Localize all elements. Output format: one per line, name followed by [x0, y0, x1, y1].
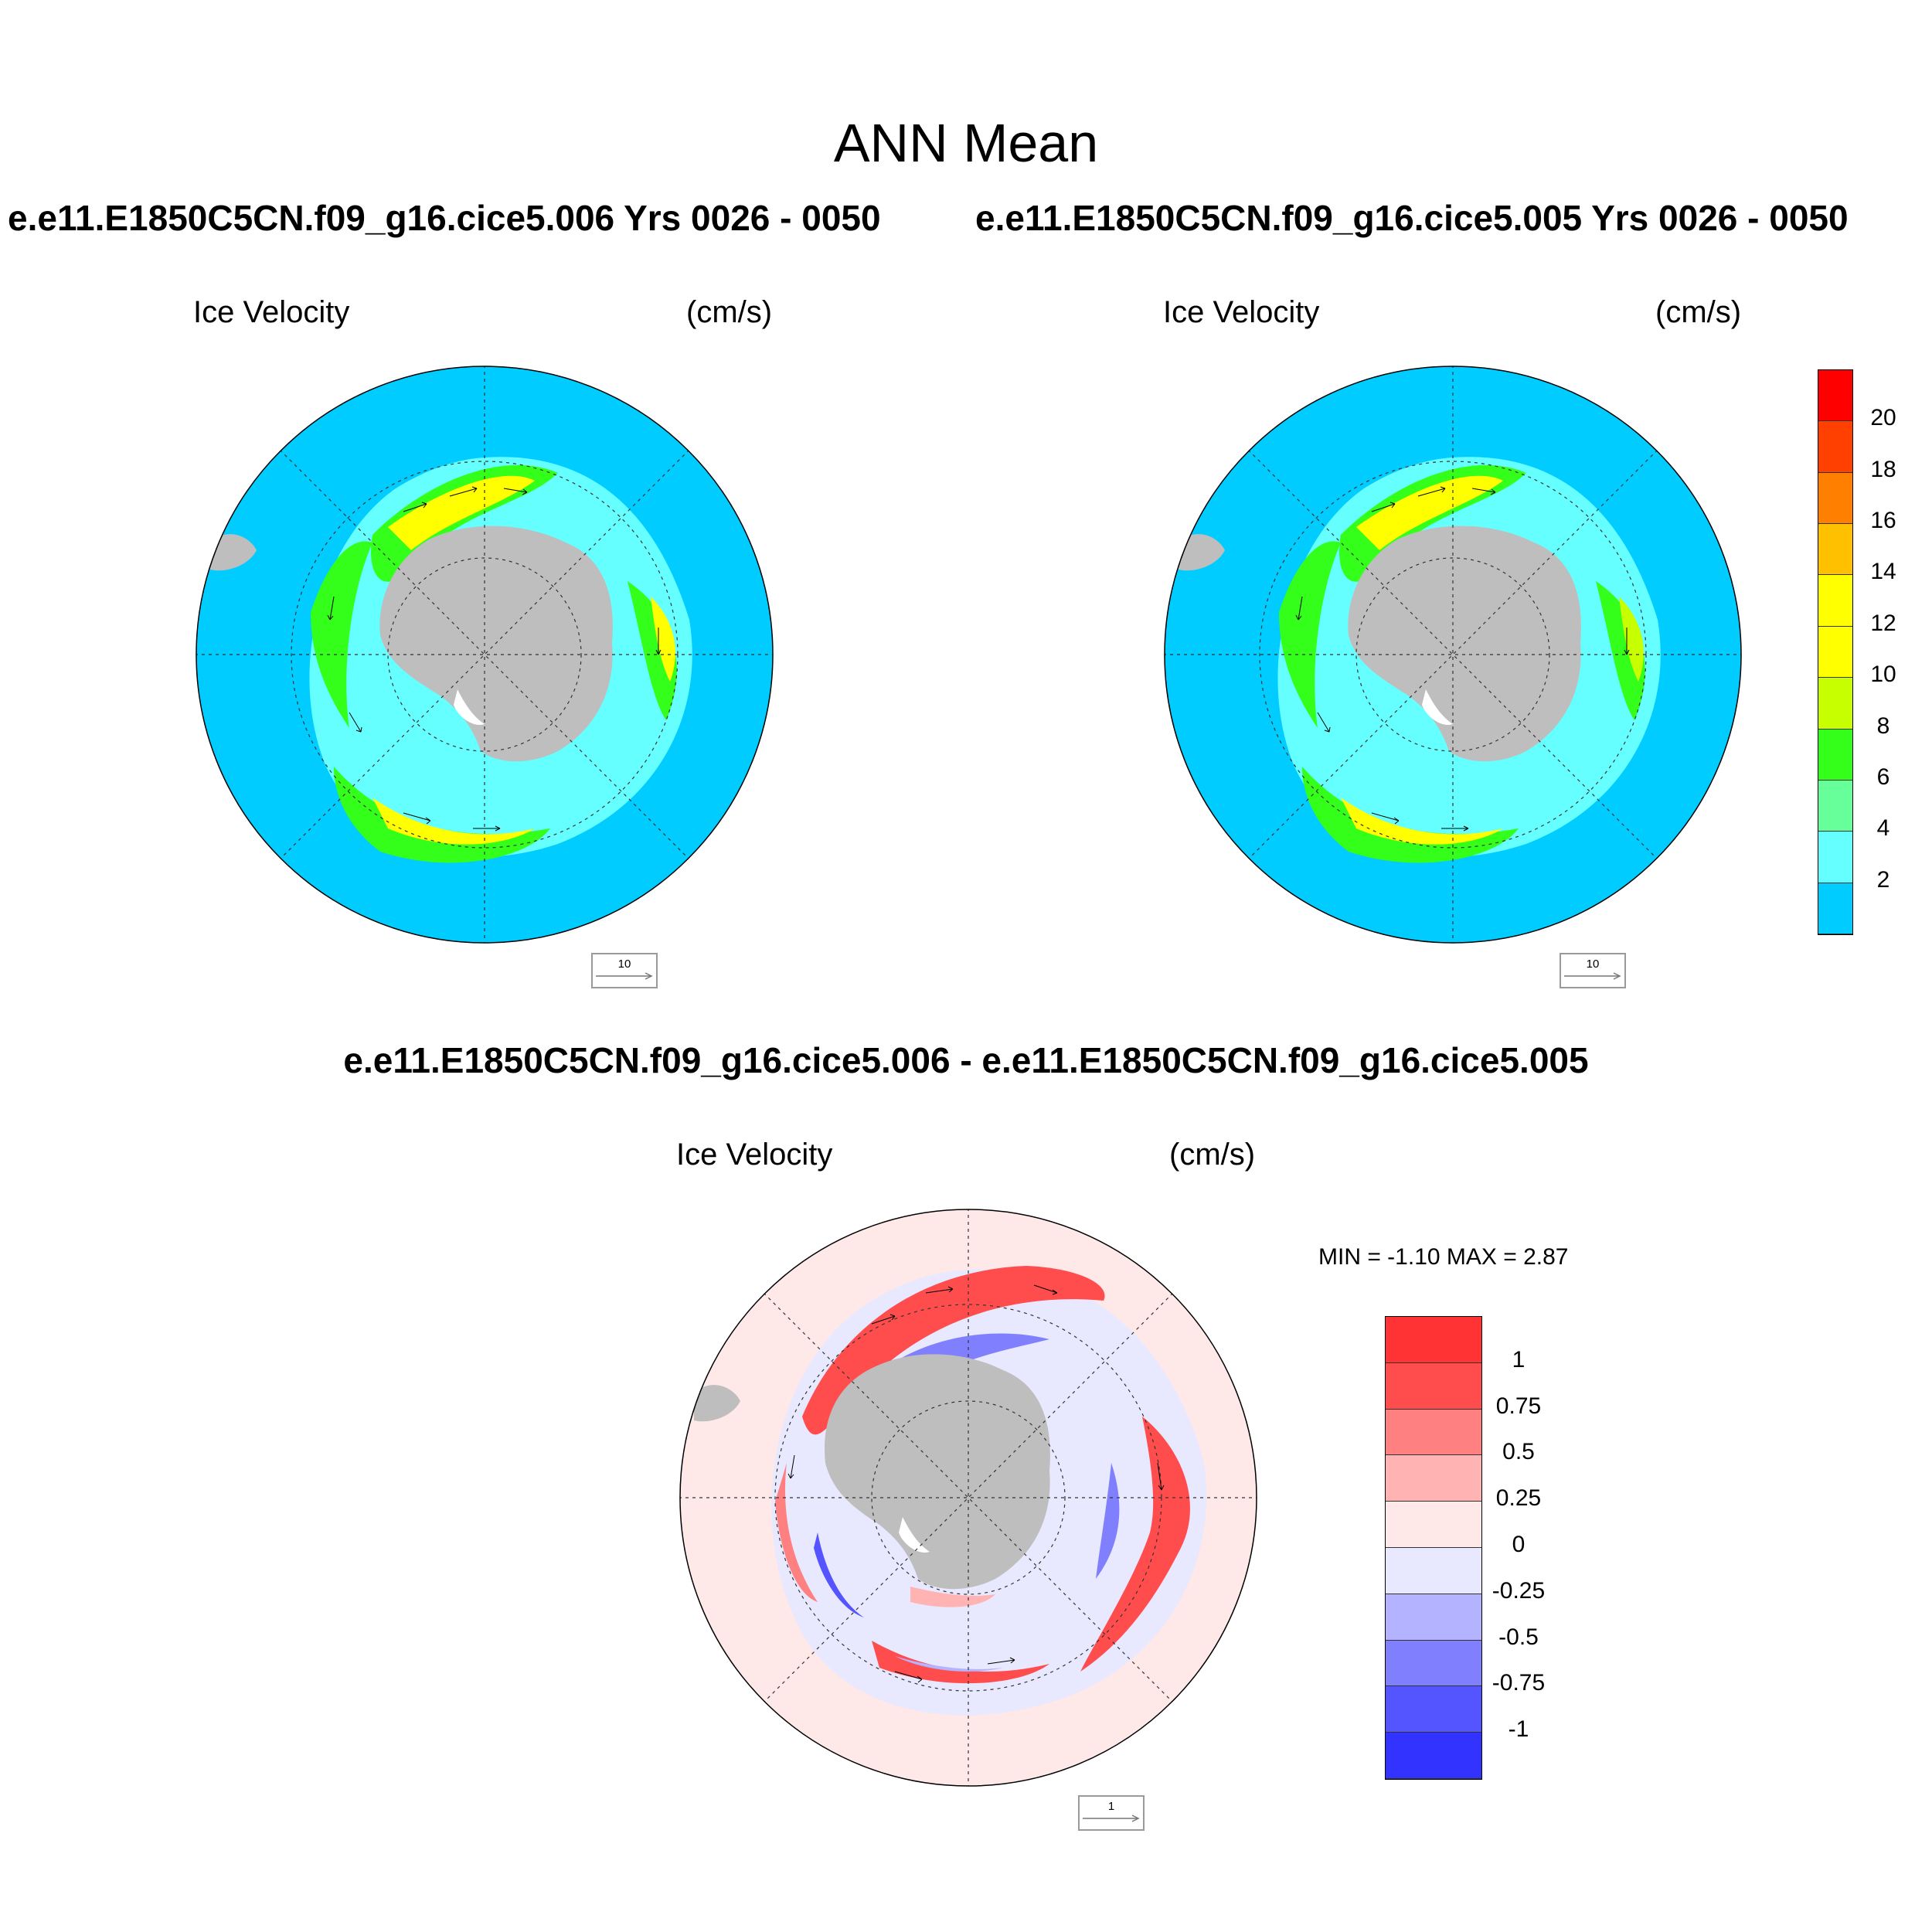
difference-minmax: MIN = -1.10 MAX = 2.87 — [1318, 1244, 1569, 1270]
difference-colorbar-label: -1 — [1508, 1716, 1529, 1743]
polar-map-case2 — [1164, 366, 1742, 944]
speed-colorbar-label: 6 — [1876, 764, 1890, 790]
difference-colorbar-labels: 1 0.75 0.5 0.25 0 -0.25 -0.5 -0.75 -1 — [1484, 1316, 1561, 1780]
polar-map-difference — [679, 1209, 1257, 1787]
reference-vector-case2: 10 — [1560, 953, 1626, 988]
difference-colorbar-swatch — [1386, 1409, 1481, 1456]
difference-colorbar-swatch — [1386, 1640, 1481, 1687]
difference-colorbar-swatch — [1386, 1548, 1481, 1594]
reference-arrow-icon — [1083, 1815, 1140, 1822]
difference-colorbar-swatch — [1386, 1594, 1481, 1641]
panel-1-title: e.e11.E1850C5CN.f09_g16.cice5.006 Yrs 00… — [8, 198, 881, 238]
speed-colorbar-swatch — [1818, 626, 1852, 679]
speed-colorbar-swatch — [1818, 472, 1852, 525]
difference-colorbar-label: 1 — [1512, 1346, 1526, 1372]
panel-1-variable: Ice Velocity — [193, 295, 350, 329]
main-title: ANN Mean — [833, 113, 1099, 173]
speed-colorbar-label: 10 — [1870, 662, 1896, 688]
panel-1-units: (cm/s) — [686, 295, 773, 329]
reference-vector-label: 10 — [1586, 957, 1600, 971]
difference-colorbar-label: 0.25 — [1495, 1485, 1542, 1512]
speed-colorbar-label: 12 — [1870, 610, 1896, 636]
speed-colorbar-swatch — [1818, 780, 1852, 832]
speed-colorbar-label: 20 — [1870, 405, 1896, 431]
speed-colorbar-label: 14 — [1870, 559, 1896, 585]
speed-colorbar-label: 16 — [1870, 508, 1896, 534]
speed-colorbar-label: 2 — [1876, 866, 1890, 893]
speed-colorbar-label: 18 — [1870, 456, 1896, 482]
difference-units: (cm/s) — [1169, 1138, 1256, 1172]
difference-title: e.e11.E1850C5CN.f09_g16.cice5.006 - e.e1… — [343, 1040, 1589, 1080]
reference-arrow-icon — [1564, 972, 1621, 980]
difference-colorbar-swatch — [1386, 1502, 1481, 1548]
difference-colorbar-label: -0.75 — [1492, 1670, 1546, 1696]
panel-2-title: e.e11.E1850C5CN.f09_g16.cice5.005 Yrs 00… — [975, 198, 1849, 238]
difference-colorbar-label: 0.5 — [1502, 1439, 1535, 1465]
difference-colorbar-label: 0 — [1512, 1532, 1526, 1557]
reference-arrow-icon — [596, 972, 653, 980]
difference-variable: Ice Velocity — [676, 1138, 833, 1172]
speed-colorbar-swatch — [1818, 575, 1852, 627]
difference-colorbar-swatch — [1386, 1686, 1481, 1733]
speed-colorbar-swatch — [1818, 421, 1852, 473]
speed-colorbar-swatch — [1818, 524, 1852, 576]
panel-2-variable: Ice Velocity — [1163, 295, 1320, 329]
speed-colorbar-label: 8 — [1876, 713, 1890, 739]
difference-colorbar-swatch — [1386, 1362, 1481, 1410]
difference-colorbar-label: -0.25 — [1492, 1577, 1546, 1604]
polar-map-case1 — [196, 366, 774, 944]
speed-colorbar-label: 4 — [1876, 815, 1890, 842]
difference-colorbar-label: 0.75 — [1495, 1393, 1542, 1419]
speed-colorbar-swatch — [1818, 370, 1852, 422]
speed-colorbar-swatch — [1818, 883, 1852, 934]
difference-colorbar-swatch — [1386, 1733, 1481, 1779]
speed-colorbar-swatch — [1818, 678, 1852, 730]
panel-2-units: (cm/s) — [1655, 295, 1742, 329]
difference-colorbar-swatch — [1386, 1455, 1481, 1502]
speed-colorbar-labels: 20 18 16 14 12 10 8 6 4 2 — [1849, 369, 1926, 935]
reference-vector-label: 1 — [1107, 1800, 1115, 1813]
difference-colorbar-swatch — [1386, 1317, 1481, 1363]
speed-colorbar — [1818, 369, 1853, 935]
difference-colorbar — [1385, 1316, 1482, 1780]
speed-colorbar-swatch — [1818, 729, 1852, 781]
reference-vector-case1: 10 — [591, 953, 658, 988]
reference-vector-label: 10 — [617, 957, 631, 971]
reference-vector-difference: 1 — [1078, 1795, 1145, 1831]
speed-colorbar-swatch — [1818, 832, 1852, 883]
difference-colorbar-label: -0.5 — [1498, 1624, 1539, 1650]
